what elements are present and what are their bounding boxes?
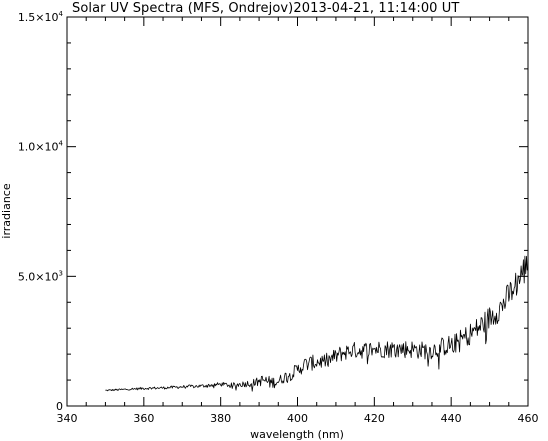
plot-area (66, 16, 529, 407)
chart-title: Solar UV Spectra (MFS, Ondrejov)2013-04-… (72, 1, 459, 16)
spectrum-series (105, 255, 529, 392)
plot-frame (66, 16, 529, 407)
x-tick-label: 360 (133, 412, 154, 425)
y-tick-mantissa: 1.5×10 (18, 11, 59, 24)
x-tick-label: 460 (518, 412, 539, 425)
y-axis-label: irradiance (0, 183, 13, 238)
y-tick-mantissa: 5.0×10 (18, 270, 59, 283)
y-tick-exponent: 4 (59, 10, 64, 18)
x-tick-label: 400 (287, 412, 308, 425)
x-tick-label: 420 (364, 412, 385, 425)
x-tick-label: 440 (441, 412, 462, 425)
y-tick-label: 5.0×103 (18, 269, 63, 283)
x-tick-label: 380 (210, 412, 231, 425)
y-tick-label: 1.0×104 (18, 140, 64, 154)
spectrum-line (105, 255, 529, 392)
y-tick-label: 1.5×104 (18, 10, 64, 24)
y-tick-label: 0 (56, 400, 63, 413)
y-tick-mantissa: 0 (56, 400, 63, 413)
y-tick-exponent: 4 (59, 140, 64, 148)
x-axis: 340 360 380 400 420 440 460 (57, 17, 539, 425)
y-tick-mantissa: 1.0×10 (18, 141, 59, 154)
y-tick-exponent: 3 (59, 269, 63, 277)
x-tick-label: 340 (57, 412, 78, 425)
x-axis-label: wavelength (nm) (250, 428, 344, 441)
